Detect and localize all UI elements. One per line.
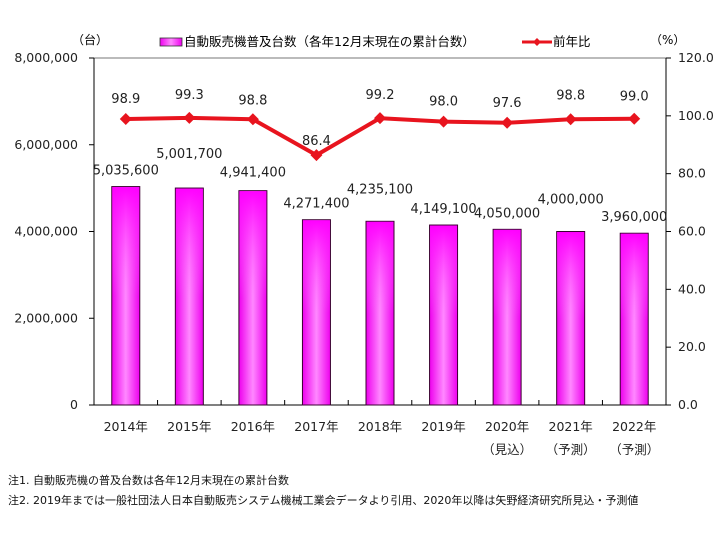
bar-series	[111, 186, 649, 406]
x-axis-ticks	[157, 400, 603, 405]
right-tick-label: 120.0	[678, 50, 714, 65]
category-label: 2020年	[485, 419, 529, 434]
bar-data-labels: 5,035,600 5,001,700 4,941,400 4,271,4004,23…	[93, 147, 668, 225]
left-tick-label: 6,000,000	[14, 137, 78, 152]
left-tick-label: 4,000,000	[14, 224, 78, 239]
category-label: 2022年	[612, 419, 656, 434]
bar	[556, 231, 586, 406]
line-value-label: 98.8	[556, 88, 585, 103]
category-label: 2019年	[421, 419, 465, 434]
bar-value-label: 4,050,000	[474, 206, 540, 221]
bar	[365, 220, 395, 406]
line-value-label: 99.0	[620, 90, 649, 105]
bar-value-label: 4,235,100	[347, 182, 413, 197]
bar	[301, 219, 331, 406]
bar-shade	[239, 191, 267, 299]
bar	[492, 228, 522, 406]
left-axis-ticks: 0 2,000,000 4,000,000 6,000,000 8,000,000	[14, 50, 94, 412]
bar-value-label: 4,271,400	[283, 197, 349, 212]
right-tick-label: 100.0	[678, 108, 714, 123]
category-label: 2021年	[549, 419, 593, 434]
note-2: 注2. 2019年までは一般社団法人日本自動販売システム機械工業会データより引用…	[8, 494, 639, 507]
line-data-labels: 98.9 99.3 98.8 86.4 99.2 98.0 97.6 98.8 99.0	[111, 88, 648, 149]
bar-shade	[493, 229, 521, 318]
bar-shade	[366, 221, 394, 314]
category-labels: 2014年 2015年 2016年 2017年 2018年 2019年 2020年 （見込） 2…	[104, 419, 660, 457]
line-marker	[119, 113, 132, 126]
line-marker	[628, 112, 641, 125]
right-axis-ticks: 0.0 20.0 40.0 60.0 80.0 100.0 120.0	[666, 50, 714, 412]
line-value-label: 98.0	[429, 95, 458, 110]
bar-shade	[620, 233, 648, 320]
left-axis-unit: （台）	[72, 32, 108, 47]
category-sublabel: （見込）	[482, 442, 532, 457]
line-series	[119, 111, 641, 162]
line-marker	[437, 115, 450, 128]
left-tick-label: 8,000,000	[14, 50, 78, 65]
category-label: 2016年	[231, 419, 275, 434]
bar-shade	[175, 188, 203, 298]
line-value-label: 99.2	[366, 88, 395, 103]
bar	[238, 190, 268, 406]
right-tick-label: 20.0	[678, 339, 706, 354]
bar-shade	[430, 225, 458, 316]
legend: 自動販売機普及台数（各年12月末現在の累計台数） 前年比	[159, 34, 591, 49]
bar	[429, 224, 459, 406]
line-value-label: 98.9	[111, 92, 140, 107]
line-value-label: 97.6	[493, 96, 522, 111]
line-marker	[501, 116, 514, 129]
right-tick-label: 60.0	[678, 224, 706, 239]
bar-value-label: 4,941,400	[220, 166, 286, 181]
bar-shade	[557, 232, 585, 319]
bar-shade	[302, 220, 330, 313]
legend-bar-swatch	[159, 37, 183, 47]
bar-value-label: 5,035,600	[93, 164, 159, 179]
bar	[619, 232, 649, 406]
bar-value-label: 5,001,700	[156, 147, 222, 162]
right-tick-label: 0.0	[678, 397, 698, 412]
line-marker	[564, 113, 577, 126]
line-value-label: 86.4	[302, 134, 331, 149]
bar	[174, 187, 204, 406]
category-label: 2014年	[104, 419, 148, 434]
legend-line-marker	[533, 38, 541, 46]
left-tick-label: 2,000,000	[14, 310, 78, 325]
line-marker	[374, 112, 386, 125]
line-value-label: 98.8	[238, 93, 267, 108]
line-marker	[310, 149, 323, 162]
legend-line-label: 前年比	[553, 34, 591, 49]
left-tick-label: 0	[70, 397, 78, 412]
bar-shade	[112, 187, 140, 297]
category-sublabel: （予測）	[609, 442, 659, 457]
right-tick-label: 40.0	[678, 281, 706, 296]
category-label: 2018年	[358, 419, 402, 434]
right-tick-label: 80.0	[678, 166, 706, 181]
category-label: 2015年	[167, 419, 211, 434]
line-value-label: 99.3	[175, 88, 204, 103]
right-axis-unit: （%）	[650, 33, 685, 47]
category-sublabel: （予測）	[546, 442, 596, 457]
category-label: 2017年	[294, 419, 338, 434]
bar	[111, 186, 141, 406]
note-1: 注1. 自動販売機の普及台数は各年12月末現在の累計台数	[8, 474, 289, 487]
legend-bar-label: 自動販売機普及台数（各年12月末現在の累計台数）	[184, 34, 475, 49]
bar-value-label: 4,149,100	[410, 202, 476, 217]
bar-value-label: 4,000,000	[538, 193, 604, 208]
bar-value-label: 3,960,000	[601, 210, 667, 225]
line-marker	[246, 113, 259, 126]
line-marker	[183, 111, 196, 124]
